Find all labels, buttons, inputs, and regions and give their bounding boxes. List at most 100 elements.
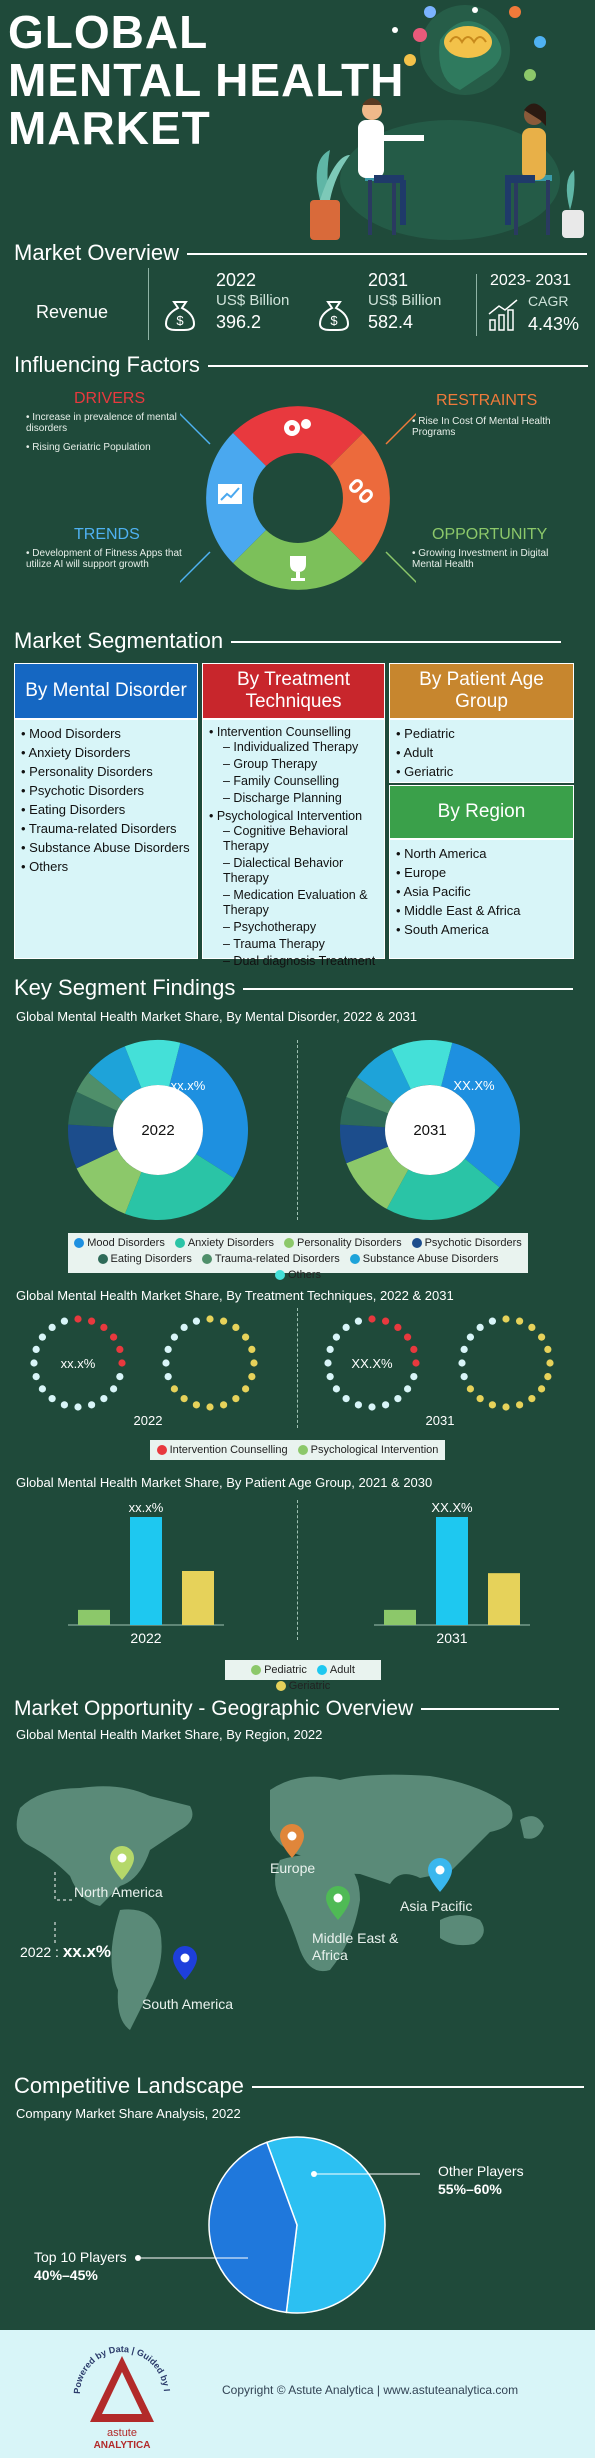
donut-slice-substance-abuse-disorders <box>357 1048 411 1104</box>
donut-slice-trauma-related-disorders <box>76 1072 124 1111</box>
ring-dot <box>502 1403 510 1411</box>
map-pin-icon <box>428 1858 452 1892</box>
ring-dot <box>241 1333 250 1341</box>
ring-dot <box>180 1323 188 1332</box>
bars-chart-title: Global Mental Health Market Share, By Pa… <box>16 1475 433 1490</box>
treatment-subitem: – Discharge Planning <box>223 791 342 805</box>
legend-entry: Trauma-related Disorders <box>201 1253 340 1265</box>
trends-title: TRENDS <box>74 526 140 543</box>
ring-dot <box>180 1394 188 1403</box>
legend-entry: Psychotic Disorders <box>411 1237 522 1249</box>
legend-entry: Others <box>274 1269 321 1281</box>
geo-heading: Market Opportunity - Geographic Overview <box>14 1697 560 1721</box>
treatment-list: • Intervention Counselling – Individualiz… <box>202 719 385 968</box>
ring-dot <box>232 1323 240 1332</box>
drivers-segment <box>233 406 363 466</box>
ring-dot <box>394 1323 402 1332</box>
footer <box>0 2330 595 2458</box>
bar-geriatric <box>182 1571 214 1625</box>
disorder-list: • Mood Disorders • Anxiety Disorders • Per… <box>14 719 198 959</box>
pie-slice-other-players <box>265 2136 386 2314</box>
region-item: • Europe <box>396 865 447 880</box>
astute-analytica-logo: Powered by Data | Guided by Intelligence… <box>62 2332 172 2451</box>
bar-value-label: xx.x% <box>129 1500 164 1515</box>
ring-dot <box>192 1401 201 1409</box>
ring-dot <box>60 1401 69 1409</box>
ring-dot <box>381 1317 390 1325</box>
treatment-subitem: – Medication Evaluation & Therapy <box>223 888 368 917</box>
ring-dot <box>488 1317 497 1325</box>
ring-dot <box>116 1372 124 1381</box>
donut-slice-eating-disorders <box>340 1096 389 1128</box>
geo-subtitle: Global Mental Health Market Share, By Re… <box>16 1727 323 1742</box>
ring-dot <box>326 1345 334 1354</box>
factors-heading: Influencing Factors <box>14 352 588 378</box>
ring-dot <box>326 1372 334 1381</box>
donut-hole <box>113 1085 203 1175</box>
donut-slice-anxiety-disorders <box>124 1154 235 1220</box>
treatment-subitem: – Cognitive Behavioral Therapy <box>223 824 349 853</box>
year-2031: 2031 <box>368 270 409 290</box>
cagr-value: 4.43% <box>528 314 580 334</box>
value-2022: 396.2 <box>216 312 262 332</box>
legend-entry: Adult <box>316 1664 355 1676</box>
map-pin-dot <box>117 1853 127 1863</box>
legend-entry: Mood Disorders <box>74 1237 165 1249</box>
broken-chain-icon <box>349 479 373 503</box>
dots-year-label: 2022 <box>134 1413 163 1428</box>
ring-dot <box>206 1403 214 1411</box>
treatment-group: • Psychological Intervention <box>209 809 363 823</box>
treatment-dot-charts: xx.x% XX.X% 2022 2031 <box>30 1315 554 1428</box>
ring-dot <box>116 1345 124 1354</box>
ring-dot <box>118 1359 126 1367</box>
trophy-icon <box>290 556 306 581</box>
ring-dot <box>354 1317 363 1325</box>
age-legend: Pediatric Adult Geriatric <box>225 1660 381 1692</box>
growth-board-icon <box>218 484 242 504</box>
region-item: • Asia Pacific <box>396 884 471 899</box>
treatment-subitem: – Trauma Therapy <box>223 937 325 951</box>
legend-entry: Geriatric <box>275 1680 330 1692</box>
plant-icon <box>310 150 350 240</box>
value-2031: 582.4 <box>368 312 414 332</box>
opportunity-title: OPPORTUNITY <box>432 526 548 543</box>
dots-chart-title: Global Mental Health Market Share, By Tr… <box>16 1288 454 1303</box>
treatment-subitem: – Family Counselling <box>223 774 340 788</box>
ring-dot <box>109 1385 118 1393</box>
restraints-list: • Rise In Cost Of Mental Health Programs <box>412 416 551 438</box>
segment-head-region: By Region <box>389 785 574 839</box>
ring-dot <box>515 1317 524 1325</box>
logo-word1: astute <box>107 2427 137 2439</box>
donut-value-label: xx.x% <box>171 1078 206 1093</box>
age-bar-charts: xx.x% 2022 XX.X% 2031 <box>68 1500 530 1645</box>
ring-dot <box>476 1394 484 1403</box>
leader-dot <box>135 2255 141 2261</box>
disorder-item: • Personality Disorders <box>21 764 153 779</box>
disorder-legend: Mood Disorders Anxiety Disorders Personali… <box>68 1233 528 1281</box>
other-players-label: Other Players 55%–60% <box>438 2163 524 2197</box>
disorder-item: • Mood Disorders <box>21 726 121 741</box>
age-list: • Pediatric • Adult • Geriatric <box>389 719 574 783</box>
money-bag-icon: $ <box>164 301 196 331</box>
ring-dot <box>100 1394 108 1403</box>
segment-head-age: By Patient Age Group <box>389 663 574 719</box>
ring-dot <box>162 1359 170 1367</box>
map-pin-dot <box>435 1865 445 1875</box>
region-item: • Middle East & Africa <box>396 903 521 918</box>
region-list: • North America • Europe • Asia Pacific • M… <box>389 839 574 959</box>
age-item: • Adult <box>396 745 434 760</box>
ring-dot <box>38 1385 47 1393</box>
region-label-asia-pacific: Asia Pacific <box>400 1898 473 1914</box>
money-bag-icon-2031: $ <box>318 301 350 331</box>
ring-dot <box>466 1333 475 1341</box>
unit-2022: US$ Billion <box>216 292 290 309</box>
company-share-pie <box>135 2136 420 2314</box>
donut-slice-substance-abuse-disorders <box>88 1046 142 1102</box>
drivers-title: DRIVERS <box>74 390 146 407</box>
ring-dot <box>241 1385 250 1393</box>
dots-value-label: XX.X% <box>351 1356 393 1371</box>
legend-entry: Anxiety Disorders <box>174 1237 274 1249</box>
disorder-item: • Others <box>21 859 69 874</box>
ring-dot <box>219 1401 228 1409</box>
map-pin-dot <box>180 1953 190 1963</box>
